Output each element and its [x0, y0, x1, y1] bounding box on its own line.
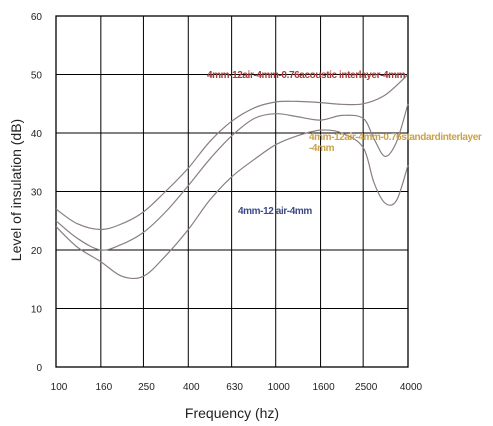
series-lines — [55, 74, 409, 280]
y-tick-label: 60 — [31, 12, 43, 23]
x-tick-label: 1600 — [312, 382, 335, 393]
x-tick-label: 160 — [96, 382, 113, 393]
annotation-standard: 4mm-12air-4mm-0.76standardinterlayer — [309, 132, 482, 143]
series-line-acoustic — [55, 74, 409, 231]
y-tick-label: 40 — [31, 129, 43, 140]
grid — [55, 15, 409, 368]
annotation-acoustic: 4mm-12air-4mm-0.76acoustic interlayer-4m… — [207, 70, 406, 81]
x-tick-label: 2500 — [355, 382, 378, 393]
x-tick-labels: 100 160 250 400 630 1000 1600 2500 4000 — [51, 382, 423, 393]
y-tick-labels: 0 10 20 30 40 50 60 — [31, 12, 43, 374]
y-tick-label: 20 — [31, 246, 43, 257]
x-tick-label: 1000 — [268, 382, 291, 393]
x-axis-title: Frequency (hz) — [185, 405, 279, 421]
x-tick-label: 400 — [183, 382, 200, 393]
x-tick-label: 100 — [51, 382, 68, 393]
series-line-air — [55, 129, 409, 280]
y-axis-title: Level of insulation (dB) — [8, 119, 24, 261]
series-line-standard — [55, 103, 409, 251]
annotation-standard: -4mm — [309, 143, 335, 154]
annotation-air: 4mm-12 air-4mm — [238, 206, 312, 217]
x-tick-label: 630 — [226, 382, 243, 393]
y-tick-label: 50 — [31, 71, 43, 82]
y-tick-label: 0 — [36, 363, 42, 374]
y-tick-label: 30 — [31, 188, 43, 199]
x-tick-label: 250 — [138, 382, 155, 393]
x-tick-label: 4000 — [400, 382, 423, 393]
y-tick-label: 10 — [31, 305, 43, 316]
annotations: 4mm-12air-4mm-0.76acoustic interlayer-4m… — [207, 70, 482, 217]
